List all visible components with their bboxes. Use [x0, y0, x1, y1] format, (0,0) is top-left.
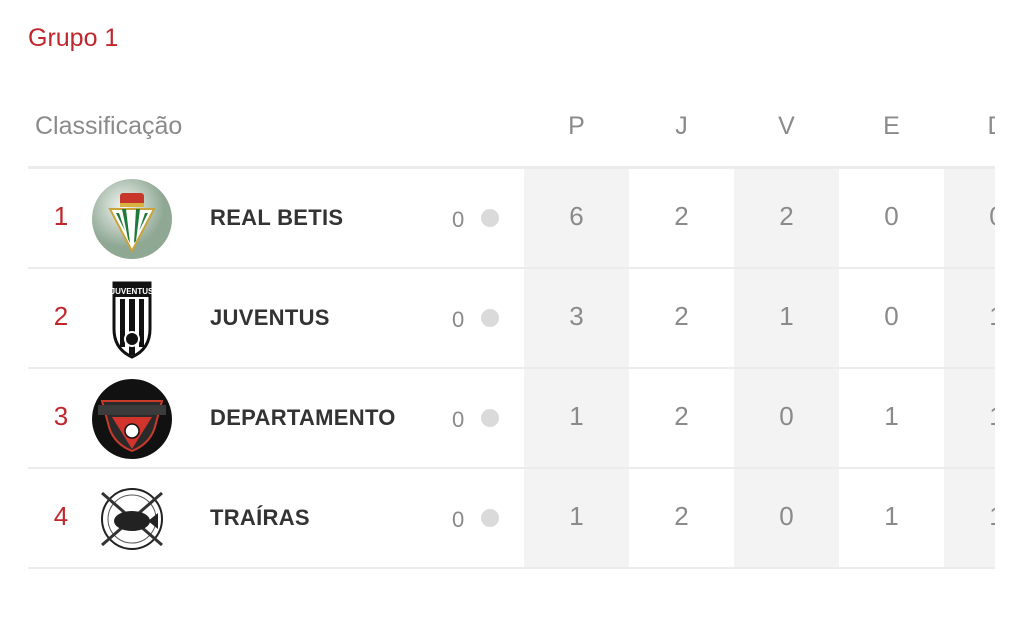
shade-d: [944, 269, 995, 367]
col-header-d: D: [944, 112, 995, 141]
stat-j: 2: [674, 301, 689, 331]
shade-p: [524, 269, 629, 367]
stat-d: 1: [944, 501, 995, 532]
shade-v: [734, 369, 839, 467]
shade-d: [944, 169, 995, 267]
status-dot-icon: [481, 509, 499, 527]
table-row[interactable]: 2 JUVENTUS JUVENTUS 0 3 2 1 0 1: [28, 269, 995, 369]
real-betis-crest-logo: [92, 179, 172, 259]
shade-v: [734, 169, 839, 267]
shade-p: [524, 469, 629, 567]
trairas-crest-logo: [92, 479, 172, 559]
departamento-crest-logo: [92, 379, 172, 459]
stat-p: 1: [569, 501, 584, 531]
team-name[interactable]: REAL BETIS: [210, 205, 344, 230]
team-name[interactable]: TRAÍRAS: [210, 505, 310, 530]
team-name[interactable]: DEPARTAMENTO: [210, 405, 396, 430]
col-header-j: J: [675, 112, 688, 140]
classification-label: Classificação: [35, 112, 183, 140]
col-header-v: V: [778, 112, 795, 140]
stat-v: 0: [779, 501, 794, 531]
extra-value: 0: [452, 307, 465, 332]
col-header-e: E: [883, 112, 900, 140]
stat-d: 0: [944, 201, 995, 232]
group-title: Grupo 1: [28, 24, 119, 52]
extra-value: 0: [452, 407, 465, 432]
stat-j: 2: [674, 201, 689, 231]
stat-d: 1: [944, 301, 995, 332]
stat-j: 2: [674, 401, 689, 431]
shade-d: [944, 369, 995, 467]
shade-v: [734, 269, 839, 367]
shade-p: [524, 369, 629, 467]
stat-p: 1: [569, 401, 584, 431]
shade-p: [524, 169, 629, 267]
table-header: Classificação P J V E D: [28, 98, 995, 169]
standings-table: Classificação P J V E D 1 REAL BETIS 0 6…: [28, 98, 995, 570]
stat-e: 0: [884, 301, 899, 331]
position: 2: [53, 301, 69, 331]
stat-j: 2: [674, 501, 689, 531]
extra-value: 0: [452, 207, 465, 232]
juventus-crest-logo: JUVENTUS: [92, 279, 172, 359]
shade-d: [944, 469, 995, 567]
stat-v: 2: [779, 201, 794, 231]
team-name[interactable]: JUVENTUS: [210, 305, 330, 330]
stat-e: 1: [884, 401, 899, 431]
position: 1: [53, 201, 69, 231]
stat-e: 1: [884, 501, 899, 531]
svg-text:JUVENTUS: JUVENTUS: [111, 287, 154, 296]
stat-e: 0: [884, 201, 899, 231]
stat-v: 1: [779, 301, 794, 331]
stat-d: 1: [944, 401, 995, 432]
col-header-p: P: [568, 112, 585, 140]
table-row[interactable]: 3 DEPARTAMENTO 0 1 2 0 1 1: [28, 369, 995, 469]
position: 3: [53, 401, 69, 431]
table-row[interactable]: 1 REAL BETIS 0 6 2 2 0 0: [28, 169, 995, 269]
stat-p: 3: [569, 301, 584, 331]
shade-v: [734, 469, 839, 567]
extra-value: 0: [452, 507, 465, 532]
stat-v: 0: [779, 401, 794, 431]
table-row[interactable]: 4 TRAÍRAS 0 1 2 0 1 1: [28, 469, 995, 569]
position: 4: [53, 501, 69, 531]
stat-p: 6: [569, 201, 584, 231]
status-dot-icon: [481, 309, 499, 327]
status-dot-icon: [481, 209, 499, 227]
status-dot-icon: [481, 409, 499, 427]
